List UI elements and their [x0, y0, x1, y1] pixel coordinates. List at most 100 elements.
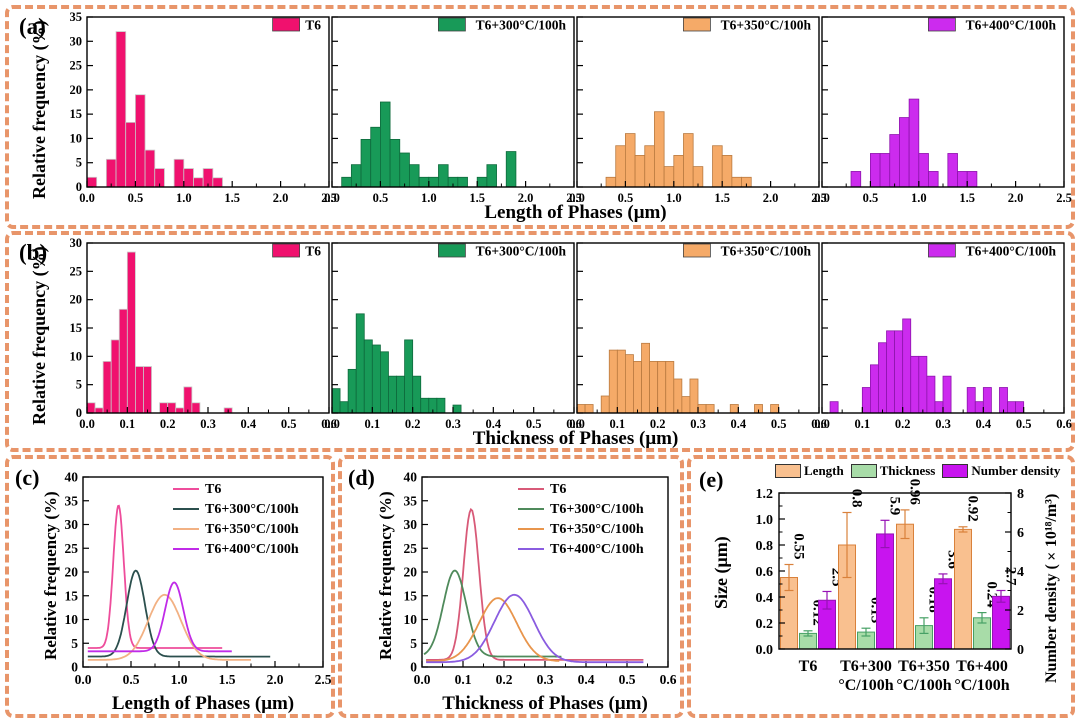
panel-b-letter: (b): [19, 240, 48, 265]
svg-text:T6: T6: [305, 18, 321, 33]
svg-text:0.0: 0.0: [79, 417, 95, 431]
svg-text:T6+300°C/100h: T6+300°C/100h: [476, 244, 567, 259]
svg-text:T6+400: T6+400: [956, 658, 1008, 675]
svg-text:°C/100h: °C/100h: [838, 677, 893, 694]
svg-text:0.8: 0.8: [756, 539, 774, 554]
svg-text:1.5: 1.5: [714, 191, 730, 205]
panel-a-histogram-row-plot: 0.0 0.5 1.0 1.5 2.0 2.5 0 5 10 15 20 25 30 35 T6 0.0 0.5…: [70, 10, 1072, 223]
svg-text:0.1: 0.1: [855, 417, 871, 431]
svg-text:T6: T6: [799, 658, 818, 675]
svg-text:0.2: 0.2: [405, 417, 421, 431]
svg-text:2.5: 2.5: [321, 191, 337, 205]
panel-d-curve-plot: 0.0 0.1 0.2 0.3 0.4 0.5 0.6 0 5 10 15 20 25 30 35 40 T6 T…: [404, 470, 677, 715]
svg-text:0.5: 0.5: [128, 191, 144, 205]
svg-text:20: 20: [65, 565, 79, 580]
svg-text:0.6: 0.6: [1056, 417, 1072, 431]
svg-text:2.0: 2.0: [273, 191, 289, 205]
svg-text:0.5: 0.5: [618, 191, 634, 205]
legend-label-length: Length: [804, 463, 844, 478]
svg-text:0.4: 0.4: [486, 417, 502, 431]
panel-e-box: (e) Length Thickness Number density Size…: [687, 455, 1075, 718]
svg-text:1.5: 1.5: [224, 191, 240, 205]
svg-text:0.5: 0.5: [281, 417, 297, 431]
svg-text:0.6: 0.6: [321, 417, 337, 431]
svg-text:0.5: 0.5: [619, 672, 636, 687]
svg-text:4: 4: [1017, 565, 1024, 580]
panel-c-letter: (c): [15, 465, 40, 490]
svg-text:0.2: 0.2: [895, 417, 911, 431]
svg-text:2: 2: [1017, 604, 1024, 619]
svg-text:T6+350°C/100h: T6+350°C/100h: [205, 522, 299, 537]
svg-text:25: 25: [70, 59, 83, 73]
svg-text:0: 0: [71, 660, 78, 675]
svg-text:15: 15: [65, 588, 79, 603]
svg-text:20: 20: [70, 293, 83, 307]
svg-text:25: 25: [404, 541, 418, 556]
svg-text:5.9: 5.9: [887, 497, 903, 516]
svg-text:0.1: 0.1: [455, 672, 472, 687]
svg-text:°C/100h: °C/100h: [896, 677, 951, 694]
legend-label-number-density: Number density: [971, 463, 1061, 478]
svg-text:30: 30: [70, 236, 83, 250]
svg-text:0.6: 0.6: [660, 672, 677, 687]
svg-text:35: 35: [404, 493, 418, 508]
svg-text:T6: T6: [305, 244, 321, 259]
svg-text:5: 5: [76, 378, 82, 392]
svg-text:1.5: 1.5: [469, 191, 485, 205]
svg-text:0.3: 0.3: [935, 417, 951, 431]
svg-text:0.92: 0.92: [965, 496, 981, 522]
panel-b-ylabel: Relative frequency (%): [29, 246, 49, 426]
svg-text:2.5: 2.5: [315, 672, 332, 687]
svg-text:0.3: 0.3: [200, 417, 216, 431]
svg-text:0.4: 0.4: [756, 591, 774, 606]
svg-text:Thickness of Phases (μm): Thickness of Phases (μm): [442, 693, 648, 714]
svg-text:T6+300°C/100h: T6+300°C/100h: [476, 18, 567, 33]
svg-text:T6+400°C/100h: T6+400°C/100h: [966, 244, 1057, 259]
panel-e-letter: (e): [699, 467, 724, 492]
svg-text:0.6: 0.6: [566, 417, 582, 431]
svg-text:5: 5: [71, 636, 78, 651]
svg-text:0.5: 0.5: [771, 417, 787, 431]
svg-text:20: 20: [70, 83, 83, 97]
svg-text:T6+400°C/100h: T6+400°C/100h: [205, 542, 299, 557]
svg-text:1.0: 1.0: [911, 191, 927, 205]
panel-d-letter: (d): [348, 465, 375, 490]
svg-text:T6: T6: [550, 482, 566, 497]
svg-text:0.0: 0.0: [324, 191, 340, 205]
svg-text:0.4: 0.4: [578, 672, 595, 687]
svg-text:0.0: 0.0: [79, 191, 95, 205]
svg-text:Length of Phases (μm): Length of Phases (μm): [112, 693, 294, 714]
svg-text:2.0: 2.0: [267, 672, 284, 687]
svg-text:1.5: 1.5: [219, 672, 236, 687]
svg-text:25: 25: [70, 264, 83, 278]
svg-text:0.0: 0.0: [414, 672, 431, 687]
legend-label-thickness: Thickness: [879, 463, 936, 478]
svg-text:0.0: 0.0: [814, 191, 830, 205]
svg-text:T6+300°C/100h: T6+300°C/100h: [550, 502, 644, 517]
svg-text:15: 15: [70, 107, 83, 121]
thickness-swatch: [850, 464, 877, 478]
svg-text:15: 15: [404, 588, 418, 603]
svg-text:1.0: 1.0: [666, 191, 682, 205]
svg-text:T6: T6: [205, 482, 221, 497]
panel-e-bar-plot: 0.550.122.5T60.80.135.9T6+300°C/100h0.96…: [756, 479, 1025, 694]
svg-text:10: 10: [70, 131, 83, 145]
svg-text:0.2: 0.2: [756, 617, 774, 632]
svg-text:0.3: 0.3: [537, 672, 554, 687]
svg-text:2.0: 2.0: [1008, 191, 1024, 205]
svg-text:1.0: 1.0: [176, 191, 192, 205]
svg-text:Length of Phases (μm): Length of Phases (μm): [484, 202, 666, 223]
svg-text:15: 15: [70, 321, 83, 335]
svg-text:35: 35: [65, 493, 79, 508]
svg-text:2.5: 2.5: [1056, 191, 1072, 205]
svg-text:0.2: 0.2: [160, 417, 176, 431]
svg-text:2.5: 2.5: [566, 191, 582, 205]
legend-item-number-density: Number density: [942, 463, 1060, 479]
legend-item-thickness: Thickness: [850, 463, 936, 479]
svg-text:T6+350: T6+350: [898, 658, 950, 675]
svg-text:0.5: 0.5: [863, 191, 879, 205]
svg-text:T6+400°C/100h: T6+400°C/100h: [966, 18, 1057, 33]
svg-text:6: 6: [1017, 526, 1024, 541]
svg-text:10: 10: [65, 612, 79, 627]
panel-a-box: (a) Relative frequency (%) 0.0 0.5 1.0 1.5 2…: [5, 5, 1075, 229]
